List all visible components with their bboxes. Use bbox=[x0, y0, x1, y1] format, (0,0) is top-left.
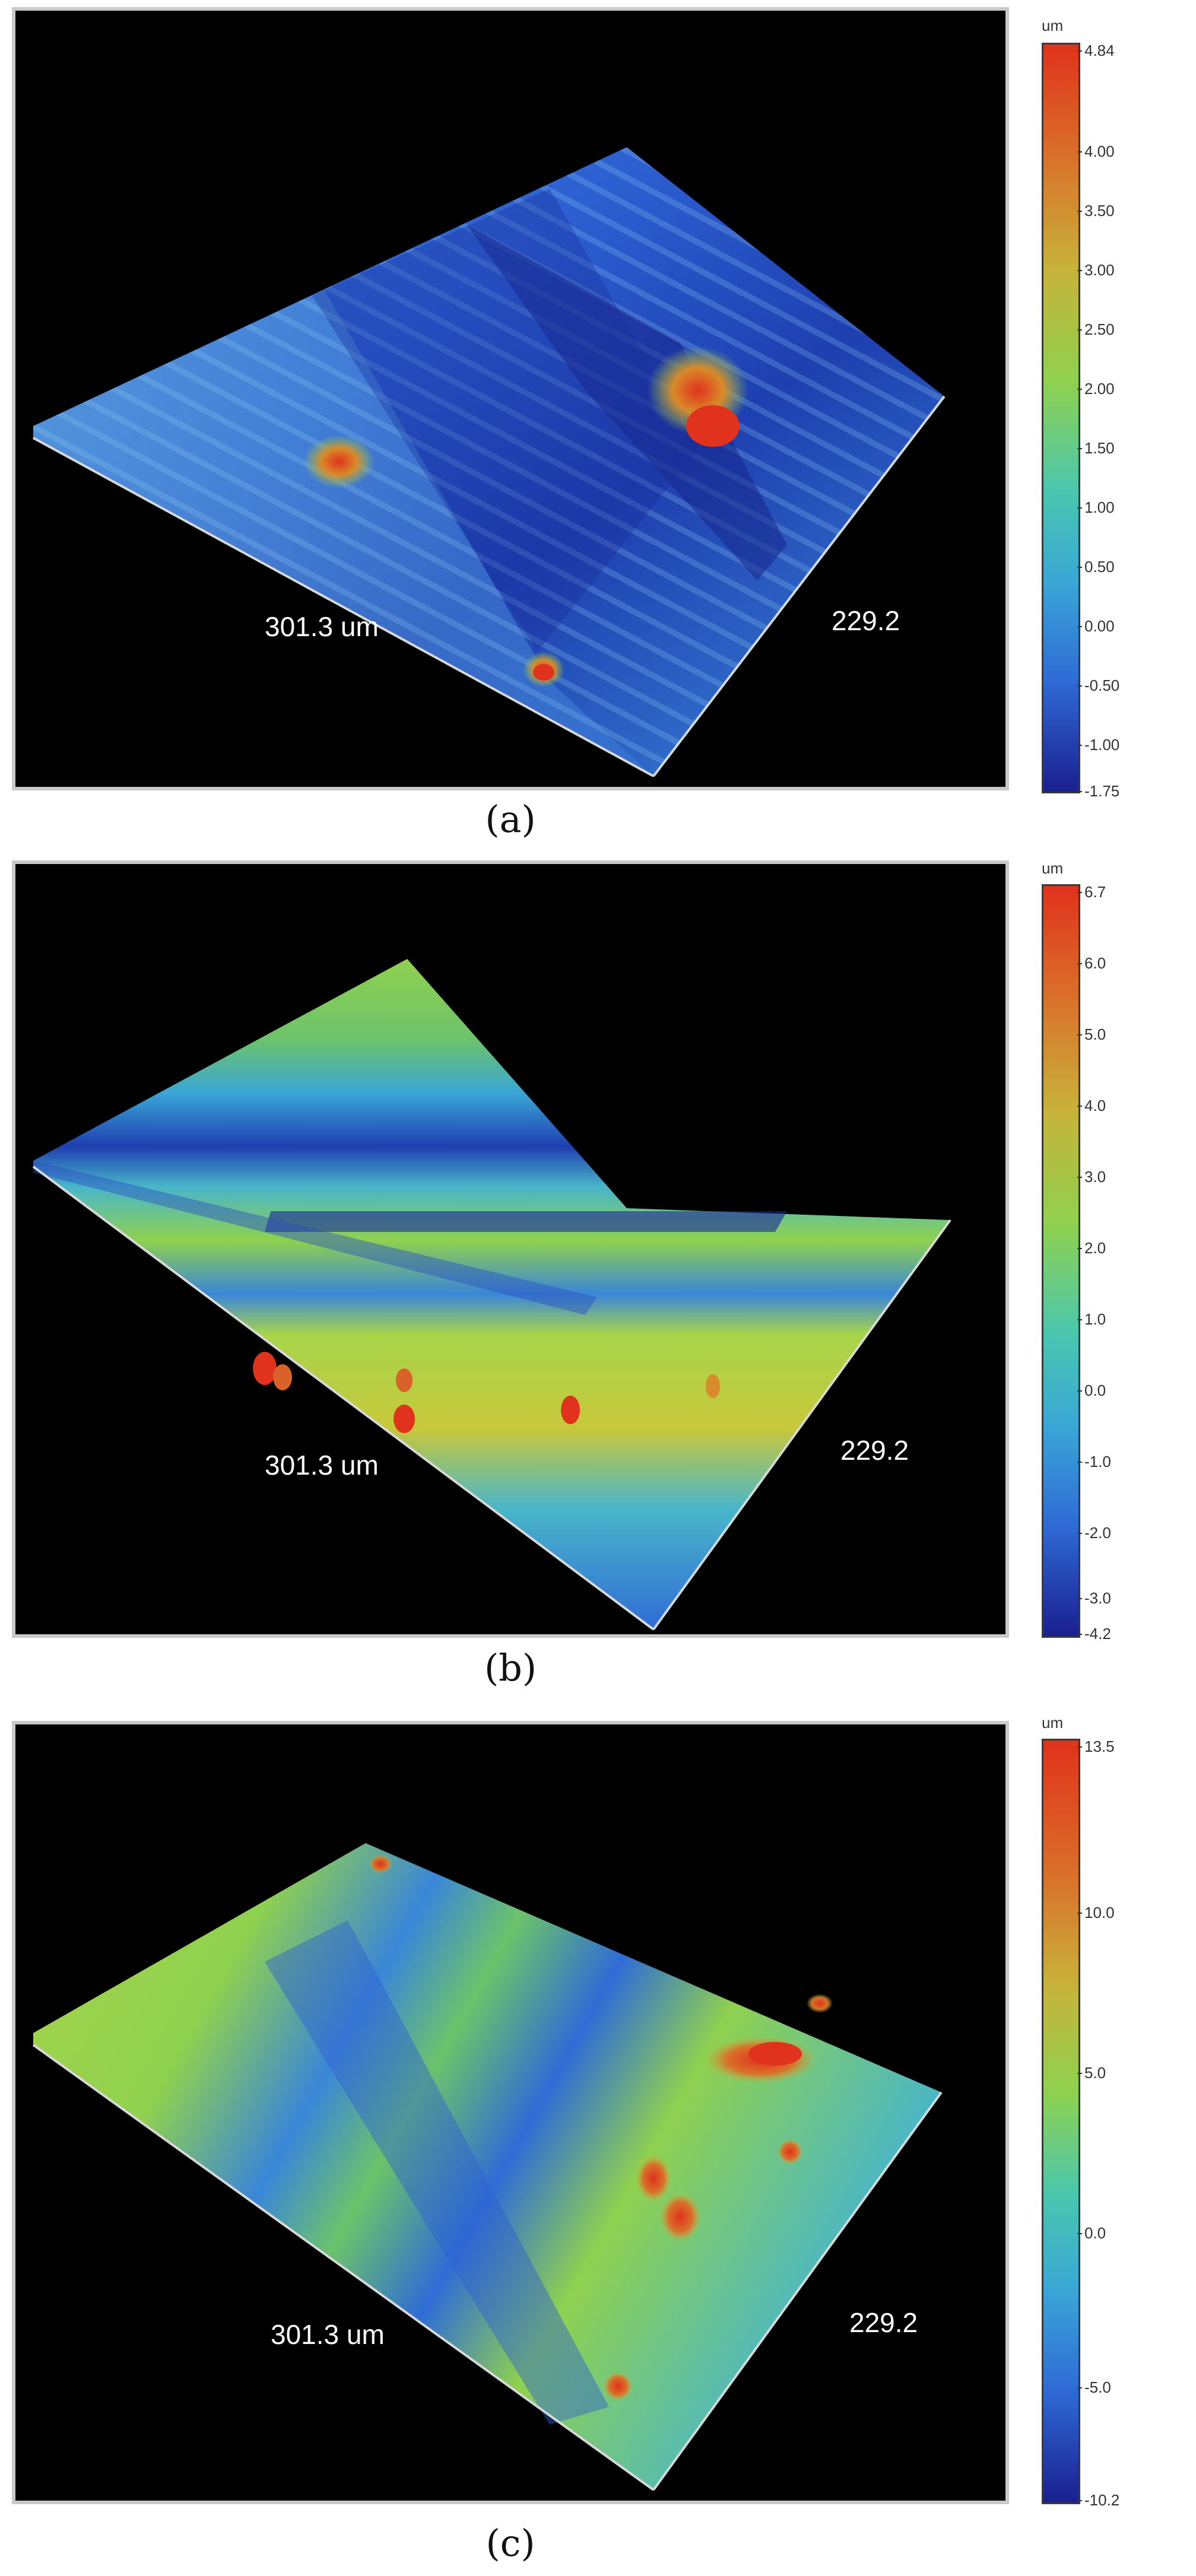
tick-b-6: 1.0 bbox=[1077, 1310, 1106, 1328]
colorbar-unit-a: um bbox=[1042, 17, 1064, 34]
tick-a-12: -1.75 bbox=[1077, 782, 1120, 800]
tick-b-5: 2.0 bbox=[1077, 1239, 1106, 1257]
length-label-c: 301.3 um bbox=[271, 2319, 385, 2350]
width-label-a: 229.2 bbox=[832, 605, 900, 636]
colorbar-c: um 13.5 10.0 5.0 0.0 -5.0 -10.2 bbox=[1042, 1714, 1196, 2508]
caption-b: (b) bbox=[484, 1646, 537, 1689]
peak-b2 bbox=[273, 1364, 292, 1390]
tick-a-3: 3.00 bbox=[1077, 261, 1115, 279]
tick-a-1: 4.00 bbox=[1077, 142, 1115, 160]
colorbar-scale-b bbox=[1042, 884, 1080, 1638]
tick-a-5: 2.00 bbox=[1077, 380, 1115, 398]
colorbar-scale-a bbox=[1042, 43, 1080, 793]
surface-plot-b: 301.3 um 229.2 bbox=[12, 860, 1009, 1638]
tick-a-6: 1.50 bbox=[1077, 439, 1115, 457]
peak-c2 bbox=[636, 2155, 671, 2202]
width-label-b: 229.2 bbox=[840, 1435, 909, 1466]
tick-b-2: 5.0 bbox=[1077, 1025, 1106, 1043]
colorbar-unit-c: um bbox=[1042, 1714, 1064, 1732]
tick-b-9: -2.0 bbox=[1077, 1524, 1111, 1542]
tick-a-8: 0.50 bbox=[1077, 558, 1115, 576]
peak-b4 bbox=[394, 1405, 415, 1433]
tick-b-3: 4.0 bbox=[1077, 1097, 1106, 1114]
tick-a-9: 0.00 bbox=[1077, 617, 1115, 635]
peak-a2 bbox=[303, 435, 375, 488]
panel-a: 301.3 um 229.2 um 4.84 4.00 3.50 3.00 2.… bbox=[0, 0, 1196, 843]
surface-plot-a: 301.3 um 229.2 bbox=[12, 7, 1009, 790]
length-label-b: 301.3 um bbox=[265, 1450, 379, 1481]
tick-a-4: 2.50 bbox=[1077, 320, 1115, 338]
peak-b1 bbox=[253, 1352, 277, 1385]
peak-c5 bbox=[603, 2371, 633, 2401]
surface-plot-c: 301.3 um 229.2 bbox=[12, 1721, 1009, 2504]
peak-c7 bbox=[807, 1994, 833, 2013]
peak-b6 bbox=[706, 1374, 720, 1398]
surface-render-c bbox=[32, 1843, 943, 2491]
surface-render-b bbox=[32, 959, 951, 1631]
surface-shape-c bbox=[33, 1843, 941, 2490]
peak-c3 bbox=[659, 2192, 701, 2242]
colorbar-a: um 4.84 4.00 3.50 3.00 2.50 2.00 1.50 1.… bbox=[1042, 18, 1196, 801]
tick-b-7: 0.0 bbox=[1077, 1381, 1106, 1399]
width-label-c: 229.2 bbox=[849, 2307, 918, 2338]
tick-b-11: -4.2 bbox=[1077, 1625, 1111, 1643]
tick-c-4: -5.0 bbox=[1077, 2378, 1111, 2396]
colorbar-scale-c bbox=[1042, 1739, 1080, 2504]
colorbar-b: um 6.7 6.0 5.0 4.0 3.0 2.0 1.0 0.0 -1.0 … bbox=[1042, 860, 1196, 1644]
panel-b: 301.3 um 229.2 um 6.7 6.0 5.0 4.0 3.0 2.… bbox=[0, 860, 1196, 1703]
tick-c-0: 13.5 bbox=[1077, 1738, 1115, 1755]
tick-a-7: 1.00 bbox=[1077, 498, 1115, 516]
tick-a-10: -0.50 bbox=[1077, 676, 1120, 694]
surface-shape-b bbox=[33, 959, 950, 1630]
surface-render-a bbox=[33, 147, 946, 777]
tick-a-2: 3.50 bbox=[1077, 202, 1115, 220]
peak-b3 bbox=[396, 1368, 413, 1392]
tick-c-5: -10.2 bbox=[1077, 2491, 1120, 2509]
tick-a-0: 4.84 bbox=[1077, 42, 1115, 59]
panel-c: 301.3 um 229.2 um 13.5 10.0 5.0 0.0 -5.0… bbox=[0, 1715, 1196, 2569]
caption-c: (c) bbox=[486, 2521, 535, 2565]
tick-b-0: 6.7 bbox=[1077, 883, 1106, 901]
tick-c-3: 0.0 bbox=[1077, 2224, 1106, 2242]
peak-c4 bbox=[777, 2139, 803, 2165]
tick-b-4: 3.0 bbox=[1077, 1168, 1106, 1186]
tick-c-1: 10.0 bbox=[1077, 1904, 1115, 1921]
tick-b-1: 6.0 bbox=[1077, 954, 1106, 972]
tick-b-8: -1.0 bbox=[1077, 1453, 1111, 1470]
caption-a: (a) bbox=[485, 798, 536, 841]
tick-c-2: 5.0 bbox=[1077, 2064, 1106, 2082]
peak-c6 bbox=[369, 1854, 392, 1873]
tick-b-10: -3.0 bbox=[1077, 1589, 1111, 1607]
tick-a-11: -1.00 bbox=[1077, 736, 1120, 754]
peak-b5 bbox=[561, 1396, 580, 1424]
colorbar-unit-b: um bbox=[1042, 859, 1064, 877]
length-label-a: 301.3 um bbox=[265, 611, 379, 642]
